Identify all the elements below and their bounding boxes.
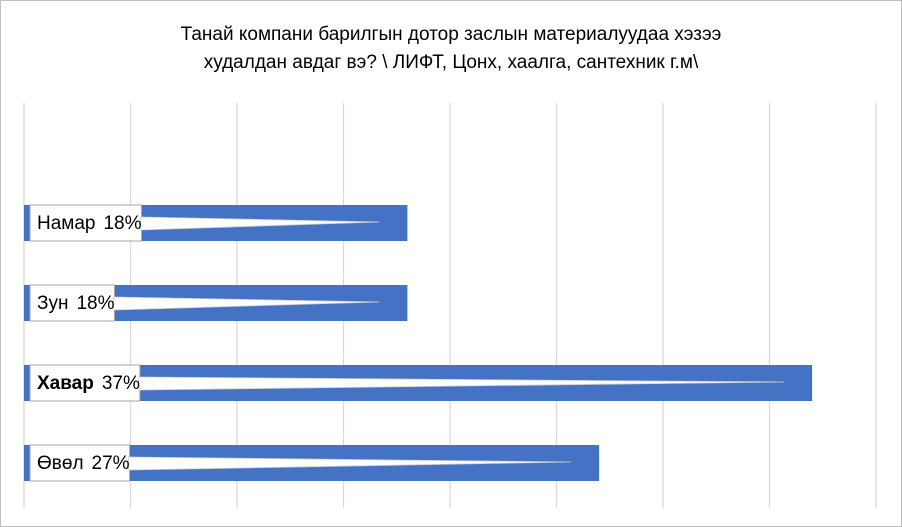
data-label: Намар 18% [37, 213, 142, 234]
chart-title: худалдан авдаг вэ? \ ЛИФТ, Цонх, хаалга,… [204, 52, 699, 73]
callout-box [29, 444, 131, 482]
callout-pointer [128, 456, 572, 471]
data-callout: Өвөл 27% [29, 444, 572, 482]
data-label: Зун 18% [37, 293, 115, 314]
value-label: 18% [76, 293, 114, 314]
category-label: Хавар [37, 373, 94, 394]
callout-box [29, 364, 141, 402]
category-label: Намар [37, 213, 95, 234]
data-label: Хавар 37% [37, 373, 140, 394]
chart-title: Танай компани барилгын дотор заслын мате… [181, 24, 722, 45]
callout-pointer [113, 296, 380, 311]
category-label: Өвөл [37, 453, 84, 474]
data-callout: Намар 18% [29, 204, 380, 242]
callout-pointer [140, 216, 380, 231]
value-label: 18% [103, 213, 141, 234]
callout-box [29, 204, 143, 242]
data-callout: Зун 18% [29, 284, 380, 322]
callout-pointer [138, 376, 785, 391]
value-label: 27% [92, 453, 130, 474]
category-label: Зун [37, 293, 68, 314]
data-callout: Хавар 37% [29, 364, 785, 402]
data-label: Өвөл 27% [37, 453, 130, 474]
value-label: 37% [102, 373, 140, 394]
